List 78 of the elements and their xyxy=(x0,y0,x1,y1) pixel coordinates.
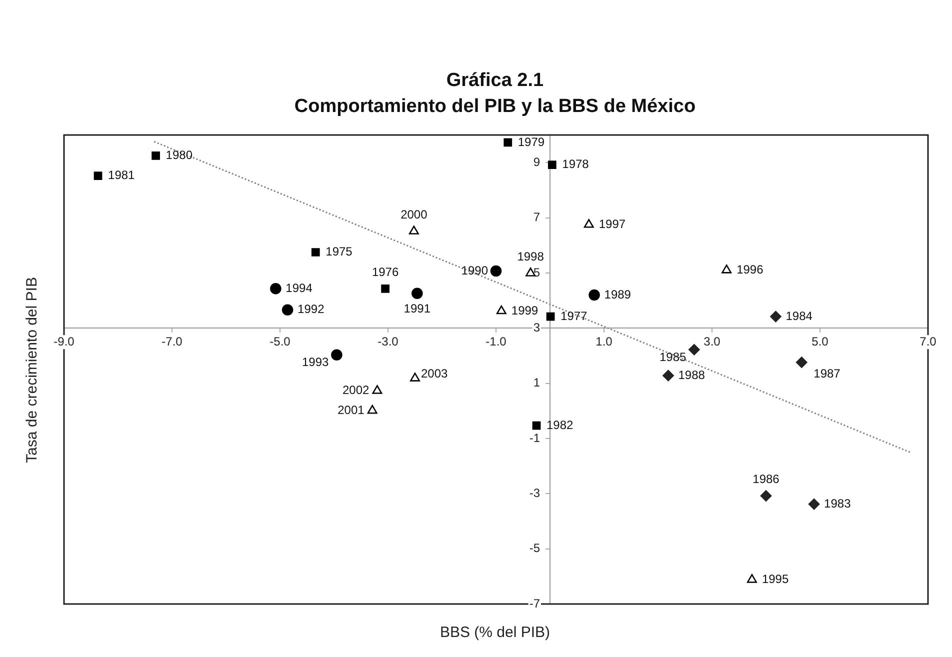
y-tick-label: 3 xyxy=(533,320,540,334)
x-tick-label: -1.0 xyxy=(486,334,507,348)
point xyxy=(331,349,342,361)
point xyxy=(532,421,541,430)
x-tick-label: 3.0 xyxy=(704,334,721,348)
annotation: 2000 xyxy=(400,208,428,222)
annotation: 1997 xyxy=(598,216,626,231)
y-tick-label: -3 xyxy=(529,486,540,500)
x-tick-label: 5.0 xyxy=(812,334,829,348)
annotation: 1988 xyxy=(678,368,706,382)
annotation: 1996 xyxy=(736,262,764,276)
annotation: 1983 xyxy=(824,496,852,510)
annotation: 1993 xyxy=(302,355,330,370)
annotation: 1986 xyxy=(752,472,780,486)
annotation: 1991 xyxy=(404,302,431,316)
point xyxy=(688,344,700,356)
point xyxy=(662,370,674,382)
x-tick-label: -9.0 xyxy=(54,334,75,348)
annotation: 1985 xyxy=(659,350,686,364)
y-tick-label: -1 xyxy=(529,430,540,445)
point xyxy=(504,138,512,147)
x-tick-label: -3.0 xyxy=(378,334,399,348)
annotation: 1992 xyxy=(298,302,325,316)
point xyxy=(412,288,423,300)
annotation: 1982 xyxy=(546,418,574,432)
x-tick-label: 7.0 xyxy=(920,334,937,348)
point xyxy=(410,372,420,382)
y-tick-label: 9 xyxy=(533,154,540,169)
chart-title: Gráfica 2.1 xyxy=(445,70,545,92)
point xyxy=(548,160,556,169)
annotation: 1975 xyxy=(326,244,353,259)
point xyxy=(588,289,600,301)
point xyxy=(770,310,782,322)
point xyxy=(746,574,757,583)
point xyxy=(381,284,390,293)
annotation: 1994 xyxy=(286,280,313,295)
x-axis-title: BBS (% del PIB) xyxy=(438,624,552,641)
point xyxy=(367,404,378,414)
annotation: 1999 xyxy=(511,303,538,318)
annotation: 1979 xyxy=(518,134,545,149)
point xyxy=(270,283,282,294)
annotation: 2002 xyxy=(342,383,370,398)
annotation: 2003 xyxy=(421,366,448,381)
point xyxy=(311,248,320,256)
y-tick-label: 7 xyxy=(533,210,540,224)
annotation: 1978 xyxy=(562,157,590,172)
point xyxy=(546,312,555,321)
point xyxy=(372,385,382,394)
annotation: 1998 xyxy=(517,250,544,264)
y-tick-label: 1 xyxy=(533,376,540,390)
point xyxy=(490,265,502,277)
annotation: 1987 xyxy=(814,366,841,381)
point xyxy=(584,219,594,228)
annotation: 1989 xyxy=(604,287,632,302)
annotation: 2001 xyxy=(338,402,365,417)
annotation: 1990 xyxy=(461,263,488,278)
point xyxy=(152,152,160,160)
x-tick-label: 1.0 xyxy=(596,334,613,348)
point xyxy=(796,356,808,368)
annotation: 1981 xyxy=(108,168,136,182)
chart-subtitle: Comportamiento del PIB y la BBS de México xyxy=(293,96,697,118)
annotation: 1980 xyxy=(166,148,193,162)
annotation: 1995 xyxy=(762,572,789,586)
point xyxy=(760,490,772,502)
y-axis-title: Tasa de crecimiento del PIB xyxy=(24,277,40,463)
annotation: 1977 xyxy=(560,308,588,323)
point xyxy=(408,226,419,234)
x-tick-label: -5.0 xyxy=(270,334,291,348)
point xyxy=(808,498,820,510)
x-tick-label: -7.0 xyxy=(162,334,183,348)
point xyxy=(722,264,732,274)
y-tick-label: -7 xyxy=(529,596,540,610)
annotation: 1984 xyxy=(786,308,813,323)
point xyxy=(94,172,102,180)
point xyxy=(282,304,294,316)
y-tick-label: -5 xyxy=(529,541,540,556)
annotation: 1976 xyxy=(372,264,399,279)
point xyxy=(496,305,506,314)
